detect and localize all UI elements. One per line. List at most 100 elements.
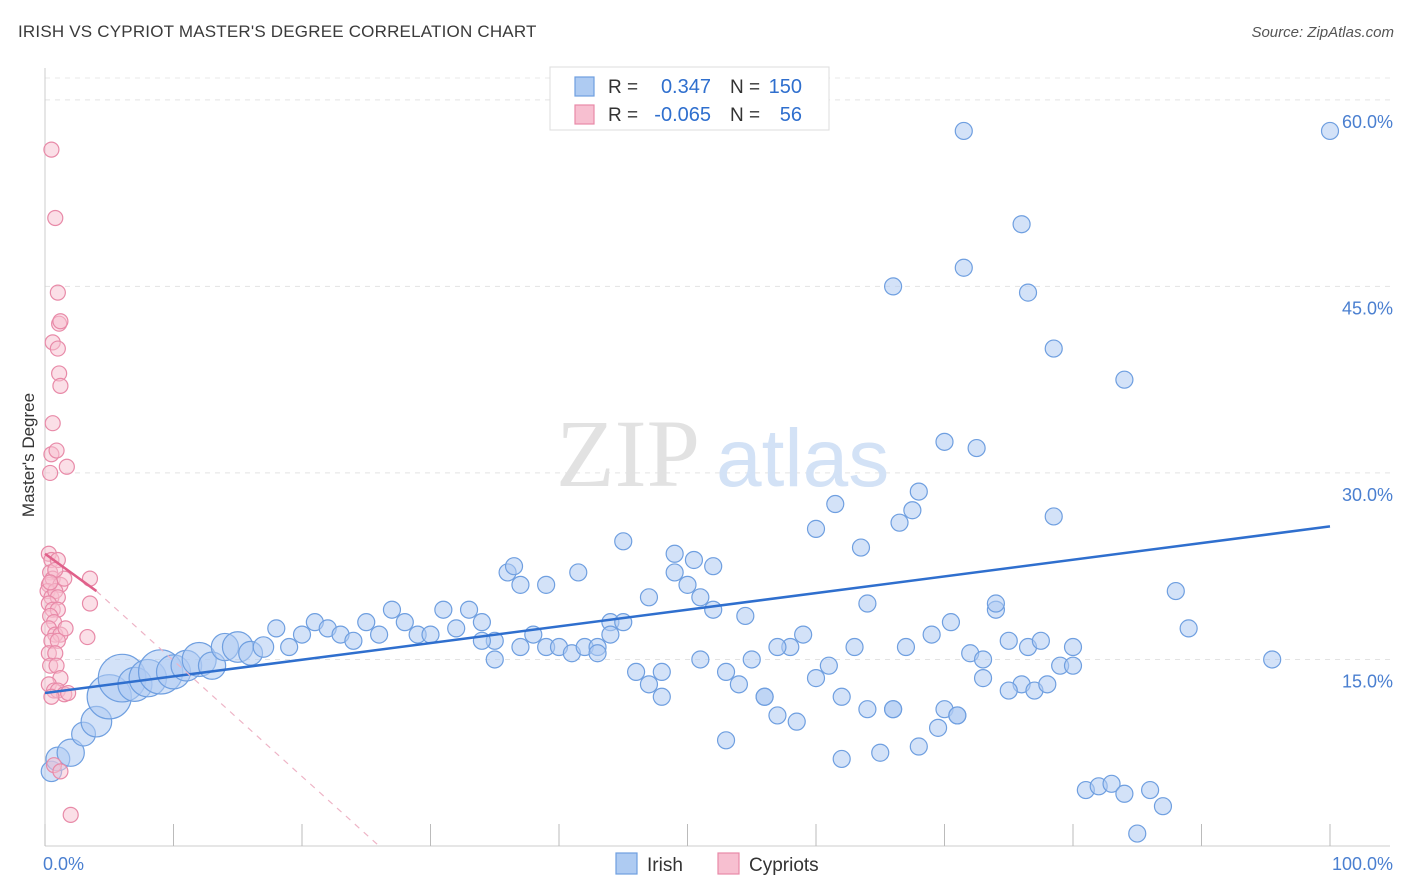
- x-tick-label: 100.0%: [1332, 854, 1393, 874]
- cypriot-point: [57, 620, 74, 637]
- irish-point: [832, 687, 851, 706]
- cypriot-point: [48, 442, 65, 459]
- irish-point: [626, 662, 646, 682]
- irish-point: [691, 650, 710, 669]
- irish-point: [768, 706, 787, 725]
- legend-bottom: Irish Cypriots: [615, 852, 819, 876]
- irish-point: [826, 494, 845, 514]
- irish-point: [909, 482, 928, 501]
- legend-bottom-label: Irish: [647, 855, 683, 876]
- irish-point: [858, 594, 877, 613]
- cypriot-point: [62, 806, 79, 824]
- irish-point: [704, 557, 723, 576]
- legend-bottom-label: Cypriots: [749, 855, 819, 876]
- irish-point: [858, 700, 877, 719]
- legend-swatch: [574, 104, 595, 125]
- irish-point: [691, 588, 710, 607]
- y-tick-label: 15.0%: [1342, 671, 1393, 691]
- irish-point: [729, 675, 749, 694]
- irish-point: [806, 669, 826, 688]
- y-tick-label: 30.0%: [1342, 485, 1393, 505]
- irish-point: [1179, 619, 1198, 638]
- irish-point: [948, 706, 967, 725]
- cypriot-point: [52, 313, 69, 330]
- cypriot-trend-line: [44, 552, 98, 593]
- irish-point: [1044, 507, 1063, 526]
- irish-point: [851, 538, 871, 557]
- irish-point: [922, 625, 941, 644]
- cypriot-point: [52, 377, 69, 394]
- irish-point: [267, 619, 286, 638]
- irish-point: [357, 613, 376, 632]
- y-tick-label: 45.0%: [1342, 298, 1393, 318]
- irish-point: [883, 700, 903, 719]
- irish-point: [999, 681, 1018, 700]
- irish-point: [903, 501, 922, 520]
- irish-point: [871, 743, 890, 762]
- irish-point: [716, 731, 736, 750]
- irish-point: [1063, 656, 1083, 675]
- irish-point: [973, 669, 993, 688]
- irish-point: [537, 575, 556, 594]
- irish-point: [344, 631, 363, 650]
- legend-n-label: N =: [730, 77, 760, 98]
- y-axis-label: Master's Degree: [19, 393, 38, 517]
- irish-point: [1038, 675, 1057, 694]
- irish-point: [665, 563, 684, 582]
- irish-point: [1018, 283, 1038, 302]
- irish-point: [704, 600, 723, 619]
- irish-point: [1115, 370, 1134, 389]
- irish-point: [639, 675, 659, 694]
- irish-point: [736, 606, 755, 626]
- chart-title: IRISH VS CYPRIOT MASTER'S DEGREE CORRELA…: [18, 22, 537, 41]
- irish-point: [652, 687, 671, 706]
- legend-r-label: R =: [608, 105, 638, 126]
- irish-point: [588, 644, 607, 663]
- irish-point: [569, 563, 588, 582]
- irish-point: [614, 532, 633, 551]
- irish-point: [678, 575, 697, 594]
- irish-point: [485, 650, 504, 669]
- legend-r-value: -0.065: [654, 104, 711, 126]
- irish-point: [1115, 784, 1134, 803]
- irish-point: [1320, 121, 1340, 141]
- watermark: ZIP atlas: [556, 400, 889, 507]
- irish-point: [954, 258, 973, 277]
- irish-point: [252, 636, 275, 658]
- legend-n-value: 150: [769, 76, 802, 98]
- irish-point: [382, 600, 402, 619]
- irish-point: [832, 749, 851, 769]
- irish-point: [883, 277, 903, 296]
- irish-point: [447, 619, 466, 638]
- irish-point: [684, 550, 704, 570]
- irish-point: [1063, 637, 1083, 657]
- cypriot-point: [47, 209, 64, 227]
- irish-point: [742, 650, 761, 669]
- irish-point: [421, 625, 440, 644]
- cypriot-point: [49, 284, 66, 301]
- irish-point: [928, 718, 948, 737]
- legend-r-label: R =: [608, 77, 638, 98]
- legend-top: R = 0.347 N = 150 R = -0.065 N = 56: [549, 66, 830, 131]
- irish-point: [1012, 215, 1031, 234]
- irish-point: [504, 557, 524, 576]
- irish-point: [1102, 774, 1121, 793]
- cypriot-point: [79, 628, 96, 646]
- cypriot-point: [42, 574, 59, 591]
- watermark-zip: ZIP: [556, 400, 700, 507]
- irish-point: [472, 613, 491, 632]
- cypriot-point: [81, 595, 99, 612]
- irish-point: [1044, 339, 1063, 358]
- irish-point: [434, 600, 453, 619]
- legend-swatch: [574, 76, 595, 97]
- cypriot-point: [42, 464, 59, 482]
- irish-point: [909, 737, 928, 756]
- irish-point: [56, 738, 85, 767]
- irish-point: [1263, 650, 1282, 669]
- irish-point: [768, 637, 787, 657]
- irish-point: [511, 575, 530, 594]
- legend-bottom-swatch: [717, 852, 740, 875]
- irish-point: [794, 625, 813, 644]
- cypriot-point: [49, 340, 66, 357]
